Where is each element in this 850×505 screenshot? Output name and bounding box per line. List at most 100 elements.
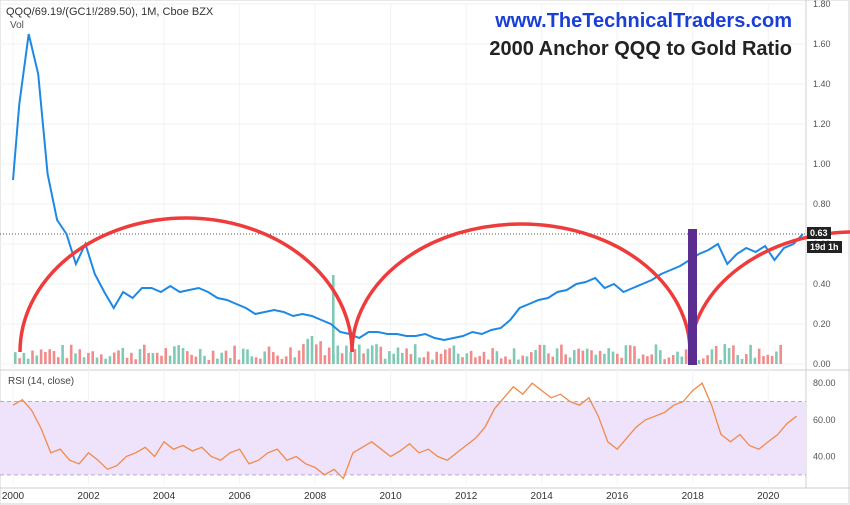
countdown-badge: 19d 1h [807, 241, 842, 253]
volume-bar [573, 350, 576, 364]
volume-bar [186, 351, 189, 364]
volume-bar [727, 347, 731, 364]
volume-bar [164, 348, 168, 364]
volume-bar [383, 358, 387, 364]
volume-bar [203, 355, 206, 364]
volume-bar [69, 344, 73, 364]
volume-bar [551, 356, 555, 364]
volume-bar [259, 358, 262, 364]
volume-bar [246, 349, 249, 364]
volume-bar [512, 348, 516, 364]
volume-bar [229, 357, 232, 364]
volume-bar [435, 351, 438, 364]
volume-bar [177, 345, 180, 364]
volume-bar [280, 358, 284, 364]
price-tick-label: 0.00 [813, 359, 831, 369]
volume-bar [336, 345, 340, 364]
brand-url[interactable]: www.TheTechnicalTraders.com [495, 10, 792, 32]
volume-bar [581, 350, 585, 364]
volume-bar [650, 354, 653, 364]
volume-bar [52, 351, 56, 364]
volume-bar [697, 359, 701, 364]
volume-bar [345, 345, 348, 364]
volume-bar [143, 344, 146, 364]
volume-bar [676, 351, 679, 364]
volume-bar [538, 344, 542, 364]
volume-bar [254, 357, 258, 364]
volume-bar [474, 357, 477, 364]
volume-bar [198, 349, 202, 364]
price-tick-label: 0.40 [813, 279, 831, 289]
time-tick-label: 2012 [455, 491, 478, 502]
time-tick-label: 2018 [682, 491, 705, 502]
volume-bar [517, 359, 520, 364]
chart-title: 2000 Anchor QQQ to Gold Ratio [489, 38, 792, 60]
volume-bar [770, 355, 774, 364]
volume-bar [121, 347, 125, 364]
ratio-line [12, 33, 804, 342]
volume-label: Vol [10, 20, 24, 31]
volume-bar [585, 348, 589, 364]
volume-bar [315, 344, 318, 364]
volume-bar [14, 352, 17, 364]
volume-bar [138, 349, 142, 364]
volume-bar [779, 344, 782, 364]
volume-bar [134, 359, 137, 364]
volume-bar [555, 348, 559, 364]
volume-bar [547, 353, 550, 364]
volume-bar [306, 338, 309, 364]
volume-bar [560, 344, 563, 364]
rsi-tick-label: 60.00 [813, 415, 836, 425]
price-tick-label: 1.40 [813, 79, 831, 89]
volume-bar [620, 357, 623, 364]
volume-bar [577, 348, 580, 364]
volume-bar [641, 354, 645, 364]
volume-bar [65, 358, 69, 364]
volume-bar [401, 352, 404, 364]
volume-bar [57, 357, 60, 364]
price-tick-label: 1.80 [813, 0, 831, 9]
volume-bar [757, 348, 761, 364]
volume-bar [293, 357, 297, 364]
volume-bar [323, 355, 327, 364]
volume-bar [710, 349, 714, 364]
volume-bar [684, 349, 688, 364]
volume-bar [736, 355, 739, 364]
volume-bar [633, 346, 636, 364]
volume-bar [125, 357, 129, 364]
volume-bar [358, 344, 361, 364]
volume-bar [542, 344, 546, 364]
last-value-badge: 0.63 [807, 227, 831, 239]
volume-bar [624, 345, 628, 364]
volume-bar [353, 349, 357, 364]
volume-bar [654, 344, 658, 364]
time-tick-label: 2016 [606, 491, 629, 502]
volume-bar [112, 352, 116, 364]
volume-bar [194, 356, 198, 364]
volume-bar [61, 344, 64, 364]
volume-bar [568, 357, 572, 364]
volume-bar [659, 350, 662, 364]
volume-bar [616, 353, 619, 364]
volume-bar [706, 355, 709, 364]
volume-bar [237, 359, 241, 364]
volume-bar [284, 356, 288, 364]
time-tick-label: 2004 [153, 491, 176, 502]
volume-bar [302, 344, 305, 364]
volume-bar [216, 358, 219, 364]
time-tick-label: 2000 [2, 491, 25, 502]
volume-bar [745, 354, 748, 364]
volume-bar [499, 358, 503, 364]
volume-bar [448, 348, 451, 364]
volume-bar [39, 349, 43, 364]
volume-bar [753, 357, 757, 364]
volume-bar [297, 350, 301, 364]
volume-bar [508, 359, 512, 364]
volume-bar [272, 352, 275, 364]
volume-bar [603, 353, 606, 364]
volume-bar [487, 359, 490, 364]
volume-bar [267, 346, 271, 364]
volume-bar [525, 356, 529, 364]
volume-bar [74, 353, 77, 364]
